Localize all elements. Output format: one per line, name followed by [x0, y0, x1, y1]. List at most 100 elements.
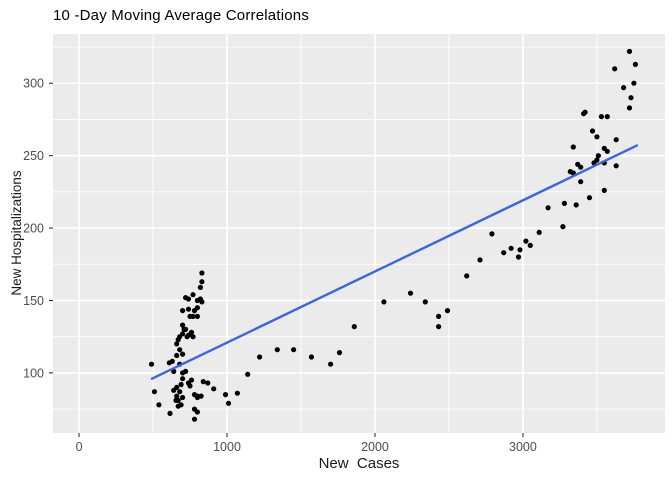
- data-point: [477, 257, 483, 263]
- data-point: [407, 290, 414, 296]
- x-tick-label: 2000: [361, 440, 389, 454]
- data-point: [523, 238, 529, 244]
- data-point: [180, 376, 186, 382]
- data-point: [190, 313, 196, 319]
- data-point: [148, 361, 155, 367]
- data-point: [436, 324, 442, 330]
- data-point: [194, 409, 200, 415]
- data-point: [598, 114, 605, 120]
- data-point: [308, 354, 314, 360]
- x-axis-title: New Cases: [318, 455, 400, 472]
- data-point: [234, 390, 240, 396]
- data-point: [187, 383, 193, 389]
- data-point: [174, 352, 180, 359]
- data-point: [613, 137, 619, 143]
- data-point: [190, 292, 196, 298]
- data-point: [198, 393, 204, 399]
- x-tick-label: 1000: [213, 440, 241, 454]
- regression-line: [150, 144, 639, 380]
- data-point: [561, 200, 568, 206]
- x-tick-label: 3000: [509, 440, 537, 454]
- data-point: [174, 393, 180, 399]
- data-point: [291, 347, 297, 353]
- data-point: [422, 299, 428, 305]
- data-point: [200, 379, 206, 385]
- data-point: [225, 400, 232, 406]
- data-point: [199, 270, 205, 276]
- y-tick-label: 150: [23, 294, 44, 308]
- data-point: [436, 313, 442, 319]
- data-point: [604, 114, 610, 120]
- data-point: [536, 229, 542, 235]
- data-point: [156, 402, 162, 408]
- y-tick-label: 100: [23, 366, 44, 380]
- data-point: [274, 347, 280, 353]
- data-point: [589, 128, 596, 134]
- data-point: [582, 109, 588, 115]
- data-point: [578, 179, 584, 185]
- data-point: [245, 371, 251, 377]
- data-point: [464, 273, 470, 279]
- data-point: [194, 305, 200, 311]
- y-tick-label: 250: [23, 149, 44, 163]
- data-point: [191, 416, 198, 422]
- data-point: [174, 384, 180, 390]
- data-point: [185, 306, 192, 312]
- data-point: [190, 334, 196, 340]
- data-point: [517, 247, 523, 253]
- data-point: [180, 308, 186, 314]
- data-point: [560, 224, 566, 230]
- data-point: [351, 324, 357, 330]
- data-point: [178, 402, 184, 408]
- data-point: [573, 202, 579, 208]
- data-point: [169, 358, 175, 364]
- data-point: [194, 313, 200, 319]
- data-point: [336, 350, 343, 356]
- data-point: [178, 381, 184, 388]
- data-point: [594, 134, 600, 140]
- data-point: [515, 254, 522, 260]
- data-point: [626, 48, 633, 55]
- data-point: [257, 354, 263, 360]
- data-point: [180, 394, 186, 401]
- data-point: [180, 351, 186, 357]
- data-point: [613, 163, 619, 169]
- data-point: [578, 164, 584, 170]
- data-point: [177, 389, 183, 395]
- data-point: [205, 380, 211, 386]
- data-point: [604, 148, 610, 154]
- data-point: [167, 410, 173, 416]
- data-point: [197, 284, 203, 290]
- data-point: [594, 157, 600, 163]
- data-point: [183, 368, 189, 374]
- data-point: [595, 153, 602, 159]
- data-point: [631, 80, 637, 86]
- data-point: [194, 393, 200, 399]
- data-point: [222, 392, 229, 398]
- data-point: [199, 299, 205, 305]
- data-point: [151, 389, 158, 395]
- y-tick-label: 200: [23, 222, 44, 236]
- data-point: [188, 377, 195, 383]
- data-point: [586, 195, 593, 201]
- data-point: [211, 386, 217, 392]
- data-point: [199, 279, 205, 285]
- axis-tick-marks: [49, 82, 524, 437]
- data-point: [188, 329, 195, 335]
- data-point: [527, 242, 533, 248]
- x-axis-tick-labels: 0 1000 2000 3000: [76, 440, 537, 454]
- data-point: [632, 61, 639, 67]
- minor-gridlines: [53, 34, 665, 433]
- data-point: [628, 95, 634, 101]
- y-axis-tick-labels: 100 150 200 250 300: [23, 77, 44, 381]
- major-gridlines: [53, 34, 665, 433]
- chart-title: 10 -Day Moving Average Correlations: [53, 7, 310, 24]
- y-axis-title: New Hospitalizations: [9, 170, 24, 296]
- data-point: [175, 397, 181, 403]
- data-point: [180, 331, 186, 337]
- data-point: [501, 250, 507, 256]
- data-point: [570, 144, 576, 150]
- data-point: [612, 66, 618, 72]
